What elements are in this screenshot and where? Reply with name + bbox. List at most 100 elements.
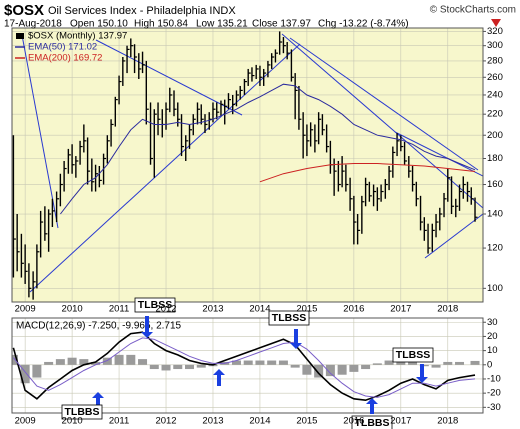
y-tick-label: 240 [487,89,503,100]
y-tick-label: 30 [487,317,498,328]
histogram-bar [20,364,30,384]
index-name: Oil Services Index - Philadelphia INDX [48,5,236,17]
quote-item: Low 135.21 [196,19,248,30]
y-tick-label: 180 [487,153,503,164]
x-tick-label: 2016 [343,304,364,315]
legend-swatch [16,33,24,39]
macd-line [12,331,476,402]
histogram-bar [44,361,54,365]
legend-label: $OSX (Monthly) 137.97 [28,31,127,42]
x-tick-label: 2018 [437,304,458,315]
histogram-bar [161,364,171,371]
quote-item: Chg -13.22 (-8.74%) [318,19,409,30]
trendline [289,37,479,171]
trendline [29,43,301,293]
histogram-bar [149,364,159,370]
y-tick-label: -20 [487,388,501,399]
annotation-box [61,404,103,420]
histogram-bar [431,364,441,368]
y-tick-label: 140 [487,209,503,220]
histogram-bar [372,363,382,365]
macd-line [13,337,476,398]
x-tick-label: 2017 [390,304,411,315]
quote-item: Open 150.10 [70,19,128,30]
histogram-bar [91,361,101,365]
histogram-bar [325,364,335,377]
signal-arrow-head [416,377,428,383]
legend-label: EMA(200) 169.72 [28,53,102,64]
ema-line [60,83,476,215]
x-tick-label: 2010 [62,304,83,315]
signal-arrow-head [92,392,104,398]
annotation-label: TLBBS [355,417,390,429]
annotation-box [268,310,310,326]
macd-frame [11,317,484,414]
trendline [394,131,483,177]
histogram-bar [455,361,465,365]
y-tick-label: 200 [487,130,503,141]
signal-arrow-head [213,369,225,375]
quote-item: High 150.84 [134,19,188,30]
histogram-bar [278,360,288,365]
y-tick-label: 100 [487,283,503,294]
annotation-label: TLBSS [396,349,430,361]
histogram-bar [126,354,136,365]
histogram-bar [302,364,312,375]
y-tick-label: 320 [487,26,503,37]
annotation-box [392,347,434,363]
x-tick-label: 2014 [249,416,270,427]
y-tick-label: -10 [487,373,501,384]
annotation-box [134,297,176,313]
signal-arrow-head [290,343,302,349]
histogram-bar [32,364,42,378]
y-tick-label: 300 [487,40,503,51]
down-arrow [491,19,501,27]
price-plot [12,31,483,300]
histogram-bar [138,359,148,365]
trendline [95,39,243,116]
signal-arrow-head [141,332,153,338]
x-tick-label: 2009 [15,304,36,315]
histogram-bar [314,364,324,378]
histogram-bar [185,364,195,370]
y-tick-label: 220 [487,109,503,120]
histogram-bar [408,360,418,365]
trendline [281,33,483,209]
annotation-label: TLBSS [272,312,306,324]
histogram-bar [102,357,112,365]
macd-title: MACD(12,26,9) -7.250, -9.965, 2.715 [16,321,182,332]
macd-plot [12,331,480,402]
y-tick-label: 260 [487,72,503,83]
price-frame [11,27,484,303]
histogram-bar [243,360,253,365]
legend-label: EMA(50) 171.02 [28,42,97,53]
x-tick-label: 2016 [343,416,364,427]
histogram-bar [196,364,206,368]
x-tick-label: 2009 [15,416,36,427]
ticker: $OSX [4,2,44,19]
histogram-bar [231,360,241,365]
annotation-label: TLBSS [138,299,172,311]
x-tick-label: 2014 [249,304,270,315]
histogram-bar [267,360,277,365]
x-tick-label: 2012 [155,304,176,315]
histogram-bar [290,364,300,368]
quote-item: 17-Aug-2018 [4,19,62,30]
histogram-bar [443,361,453,365]
y-tick-label: 160 [487,179,503,190]
y-tick-label: 280 [487,55,503,66]
y-tick-label: 20 [487,331,498,342]
histogram-bar [470,360,480,365]
histogram-bar [255,360,265,365]
ema-line [259,163,476,183]
x-tick-label: 2015 [296,416,317,427]
x-tick-label: 2011 [109,304,129,315]
trendline [424,213,483,259]
x-tick-label: 2015 [296,304,317,315]
annotation-label: TLBBS [65,406,100,418]
quote-item: Close 137.97 [252,19,311,30]
histogram-bar [349,364,359,372]
trendline [21,34,59,229]
